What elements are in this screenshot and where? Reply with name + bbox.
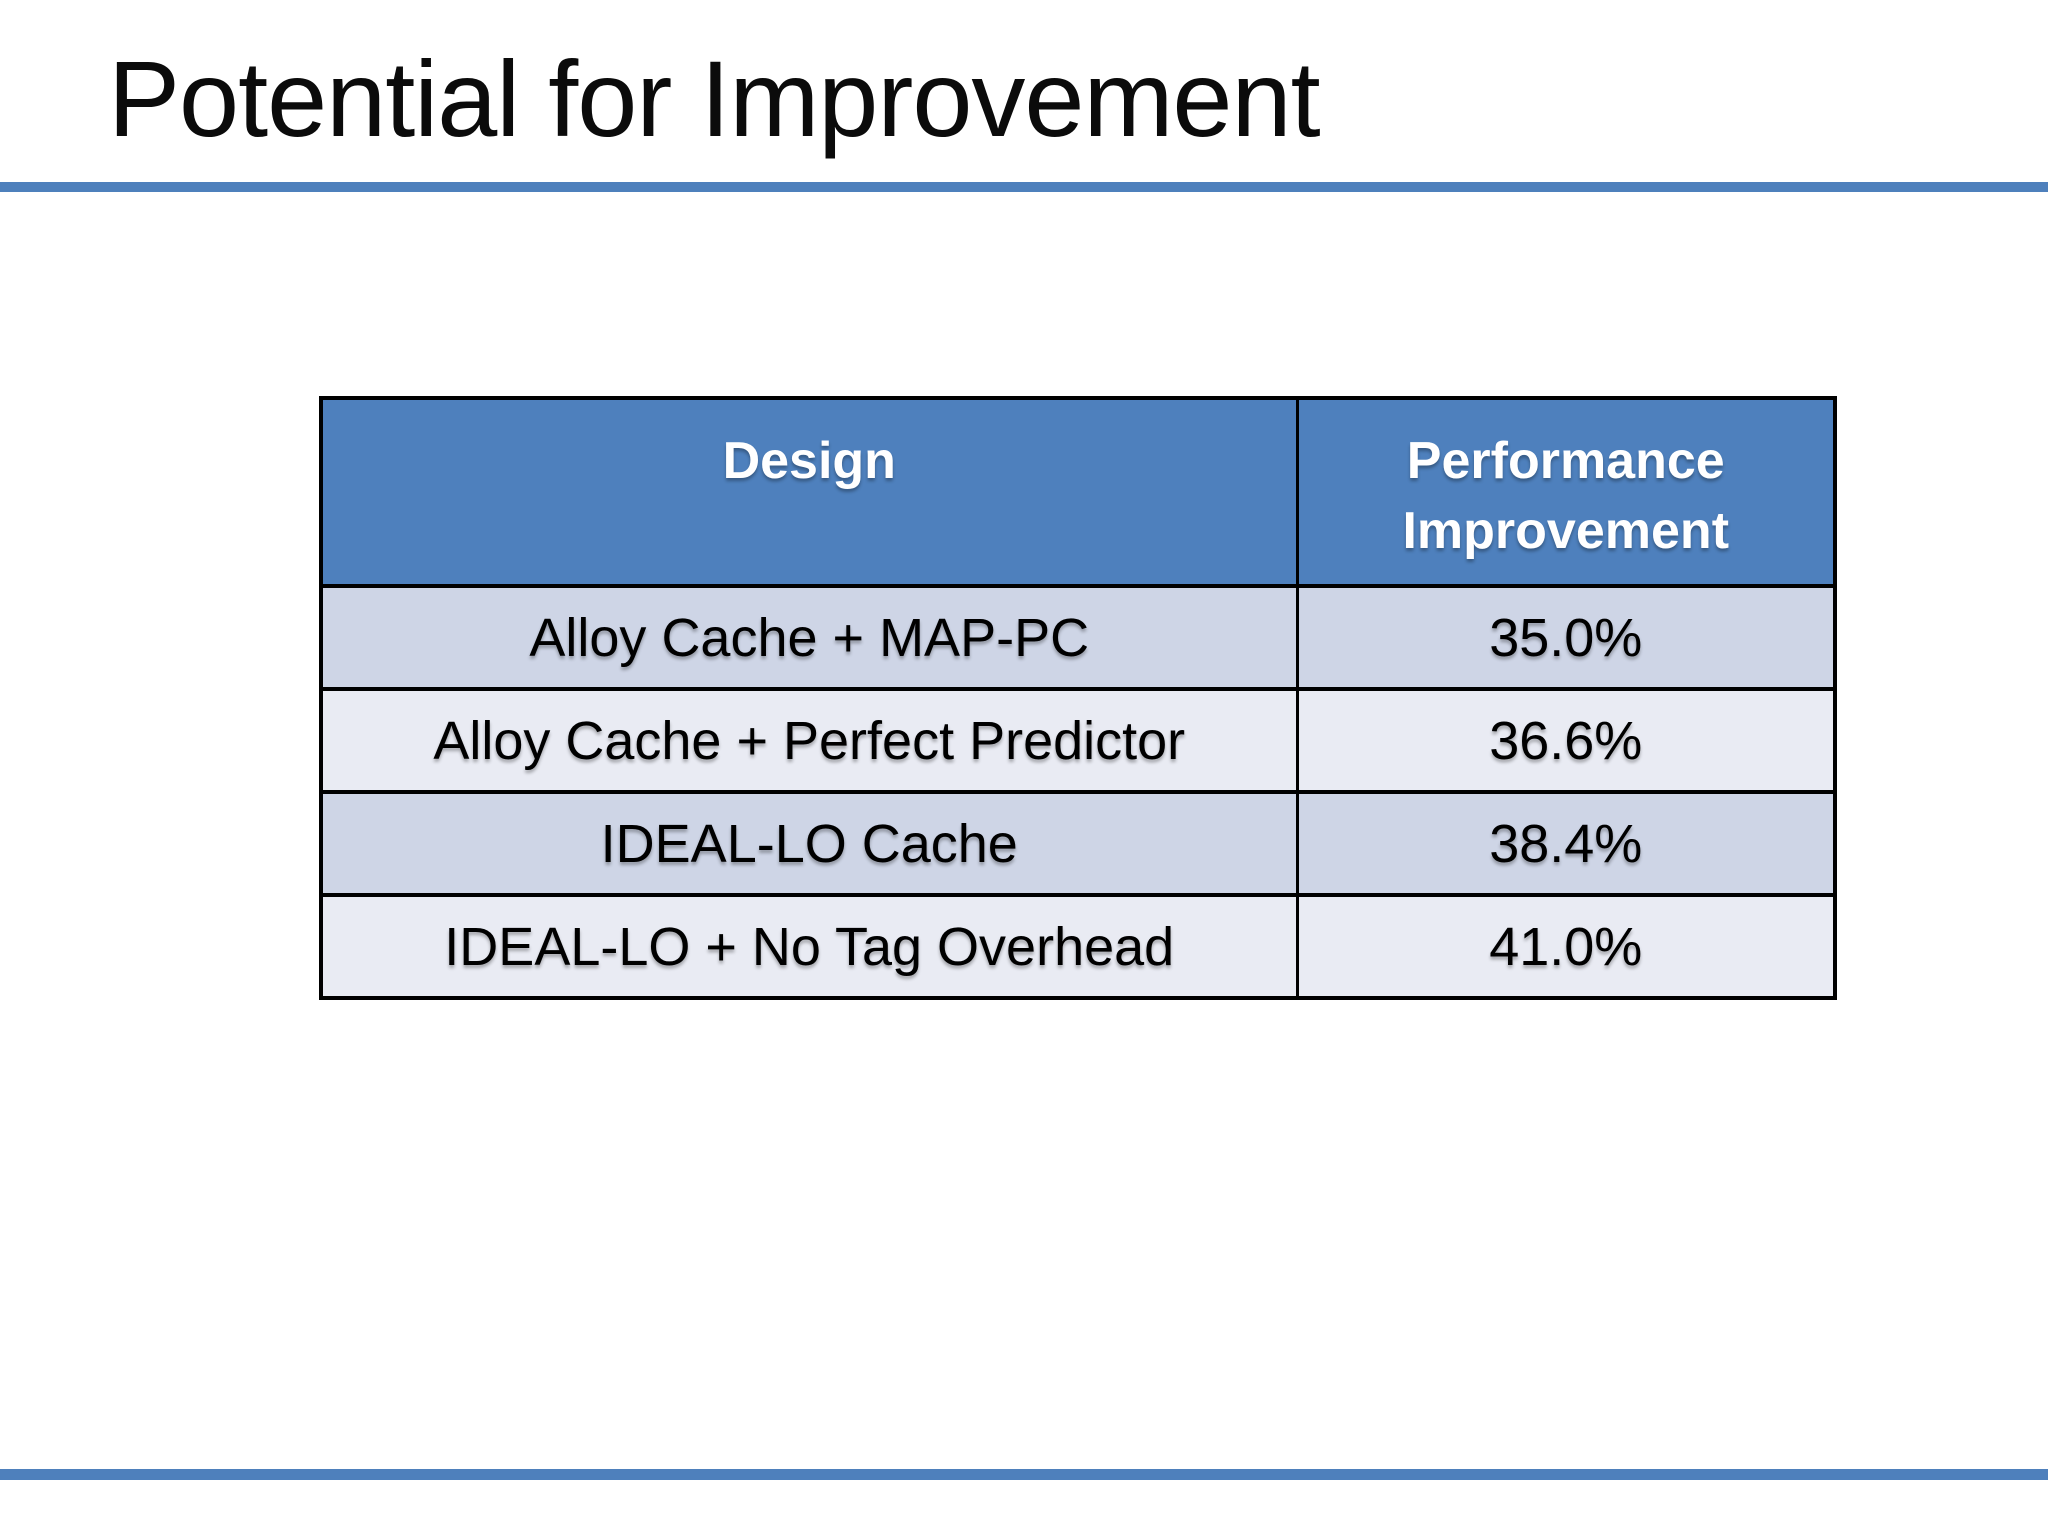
table-row: IDEAL-LO Cache 38.4% — [319, 790, 1837, 897]
bottom-divider-rule — [0, 1469, 2048, 1480]
table-header-row: Design Performance Improvement — [319, 396, 1837, 588]
improvement-cell: 36.6% — [1295, 687, 1837, 794]
design-cell: Alloy Cache + Perfect Predictor — [319, 687, 1299, 794]
page-title: Potential for Improvement — [108, 38, 1321, 159]
table-row: IDEAL-LO + No Tag Overhead 41.0% — [319, 893, 1837, 1000]
column-header-design: Design — [319, 396, 1299, 588]
title-divider-rule — [0, 182, 2048, 192]
improvement-cell: 35.0% — [1295, 584, 1837, 691]
design-cell: IDEAL-LO Cache — [319, 790, 1299, 897]
improvement-cell: 38.4% — [1295, 790, 1837, 897]
improvement-cell: 41.0% — [1295, 893, 1837, 1000]
design-cell: IDEAL-LO + No Tag Overhead — [319, 893, 1299, 1000]
design-cell: Alloy Cache + MAP-PC — [319, 584, 1299, 691]
table-row: Alloy Cache + Perfect Predictor 36.6% — [319, 687, 1837, 794]
column-header-performance-improvement: Performance Improvement — [1295, 396, 1837, 588]
performance-improvement-table: Design Performance Improvement Alloy Cac… — [319, 396, 1837, 1000]
table-row: Alloy Cache + MAP-PC 35.0% — [319, 584, 1837, 691]
